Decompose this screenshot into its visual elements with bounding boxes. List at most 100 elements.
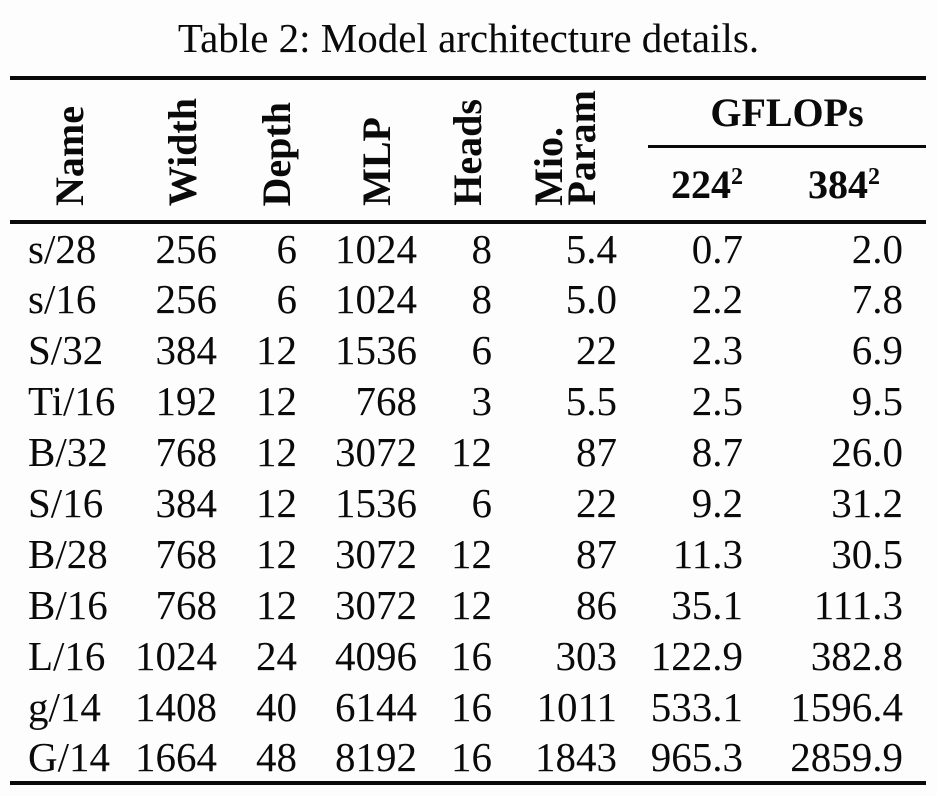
cell-mlp: 6144 — [335, 683, 417, 730]
cell-mio-param: 1011 — [536, 683, 617, 730]
cell-gflops-384: 31.2 — [831, 479, 903, 526]
cell-heads: 16 — [451, 683, 492, 730]
cell-depth: 48 — [217, 732, 297, 785]
cell-mlp: 3072 — [335, 428, 417, 475]
column-header-heads: Heads — [417, 78, 492, 224]
cell-depth: 6 — [276, 275, 298, 322]
column-header-name-label: Name — [47, 106, 92, 206]
column-header-gflops-group: GFLOPs 2242 3842 — [617, 78, 926, 224]
cell-depth: 6 — [276, 225, 298, 272]
cell-name: B/16 — [28, 581, 108, 628]
cell-heads: 3 — [471, 377, 493, 424]
cell-depth: 24 — [256, 632, 297, 679]
cell-name: s/28 — [28, 225, 97, 272]
table-row: S/16 384 12 1536 6 22 9.2 31.2 — [10, 477, 926, 528]
table-body: s/28 256 6 1024 8 5.4 0.7 2.0 s/16 256 6 1024 8 5.0 2.… — [10, 222, 926, 785]
cell-width: 768 — [155, 581, 218, 628]
cell-mlp: 3072 — [335, 581, 417, 628]
cell-width: 1664 — [130, 732, 217, 785]
column-header-mlp: MLP — [297, 78, 417, 224]
cell-gflops-224: 8.7 — [691, 428, 743, 475]
column-header-heads-label: Heads — [445, 99, 490, 206]
cell-name: S/16 — [28, 479, 104, 526]
table-row: g/14 1408 40 6144 16 1011 533.1 1596.4 — [10, 681, 926, 732]
column-header-param-label: Param — [558, 90, 604, 206]
gflops-group-label: GFLOPs — [648, 80, 926, 148]
cell-name: L/16 — [28, 632, 106, 679]
cell-gflops-224: 9.2 — [691, 479, 743, 526]
column-header-name: Name — [10, 78, 130, 224]
cell-gflops-384: 2.0 — [851, 225, 903, 272]
cell-width: 192 — [155, 377, 218, 424]
column-header-width-label: Width — [160, 97, 205, 206]
cell-gflops-224: 2.5 — [691, 377, 743, 424]
cell-name: G/14 — [10, 732, 130, 785]
column-header-depth-label: Depth — [254, 101, 299, 206]
table-row: G/14 1664 48 8192 16 1843 965.3 2859.9 — [10, 732, 926, 785]
cell-mlp: 1536 — [335, 479, 417, 526]
cell-gflops-384: 1596.4 — [790, 683, 903, 730]
cell-mlp: 1536 — [335, 326, 417, 373]
cell-mio-param: 5.0 — [565, 275, 617, 322]
cell-mio-param: 22 — [576, 326, 617, 373]
cell-mlp: 1024 — [335, 275, 417, 322]
superscript: 2 — [868, 163, 880, 190]
cell-gflops-224: 965.3 — [617, 732, 743, 785]
cell-name: B/32 — [28, 428, 108, 475]
table-row: B/28 768 12 3072 12 87 11.3 30.5 — [10, 528, 926, 579]
cell-depth: 12 — [256, 530, 297, 577]
cell-width: 384 — [155, 326, 218, 373]
cell-heads: 6 — [471, 479, 493, 526]
cell-gflops-384: 9.5 — [851, 377, 903, 424]
cell-gflops-384: 2859.9 — [743, 732, 926, 785]
cell-heads: 8 — [471, 275, 493, 322]
cell-depth: 12 — [256, 479, 297, 526]
column-header-width: Width — [130, 78, 217, 224]
cell-name: g/14 — [28, 683, 101, 730]
cell-heads: 12 — [451, 530, 492, 577]
cell-mlp: 1024 — [335, 225, 417, 272]
cell-gflops-224: 2.2 — [691, 275, 743, 322]
cell-width: 768 — [155, 530, 218, 577]
cell-gflops-224: 0.7 — [691, 225, 743, 272]
cell-heads: 6 — [471, 326, 493, 373]
cell-mio-param: 87 — [576, 530, 617, 577]
cell-mio-param: 86 — [576, 581, 617, 628]
cell-gflops-384: 7.8 — [851, 275, 903, 322]
cell-gflops-384: 26.0 — [831, 428, 903, 475]
cell-depth: 12 — [256, 581, 297, 628]
cell-mlp: 8192 — [297, 732, 417, 785]
table-row: s/16 256 6 1024 8 5.0 2.2 7.8 — [10, 273, 926, 324]
cell-gflops-384: 6.9 — [851, 326, 903, 373]
cell-name: B/28 — [28, 530, 108, 577]
cell-depth: 12 — [256, 377, 297, 424]
cell-heads: 12 — [451, 428, 492, 475]
cell-heads: 12 — [451, 581, 492, 628]
cell-heads: 16 — [451, 632, 492, 679]
table-row: S/32 384 12 1536 6 22 2.3 6.9 — [10, 324, 926, 375]
cell-depth: 12 — [256, 326, 297, 373]
cell-gflops-224: 2.3 — [691, 326, 743, 373]
cell-width: 384 — [155, 479, 218, 526]
gflops-subheaders: 2242 3842 — [648, 148, 926, 220]
cell-gflops-224: 122.9 — [650, 632, 743, 679]
cell-depth: 40 — [256, 683, 297, 730]
cell-mlp: 3072 — [335, 530, 417, 577]
cell-name: S/32 — [28, 326, 104, 373]
cell-mlp: 4096 — [335, 632, 417, 679]
cell-width: 768 — [155, 428, 218, 475]
table-row: s/28 256 6 1024 8 5.4 0.7 2.0 — [10, 222, 926, 273]
column-header-gflops-384: 3842 — [808, 161, 880, 207]
table-row: Ti/16 192 12 768 3 5.5 2.5 9.5 — [10, 375, 926, 426]
cell-name: Ti/16 — [28, 377, 116, 424]
column-header-depth: Depth — [217, 78, 299, 224]
cell-mio-param: 87 — [576, 428, 617, 475]
cell-mio-param: 22 — [576, 479, 617, 526]
column-header-mlp-label: MLP — [354, 117, 399, 206]
column-header-mio-param: Mio. Param — [492, 78, 617, 224]
cell-mlp: 768 — [355, 377, 418, 424]
cell-gflops-224: 533.1 — [650, 683, 743, 730]
cell-mio-param: 303 — [555, 632, 618, 679]
cell-depth: 12 — [256, 428, 297, 475]
cell-width: 1408 — [135, 683, 217, 730]
